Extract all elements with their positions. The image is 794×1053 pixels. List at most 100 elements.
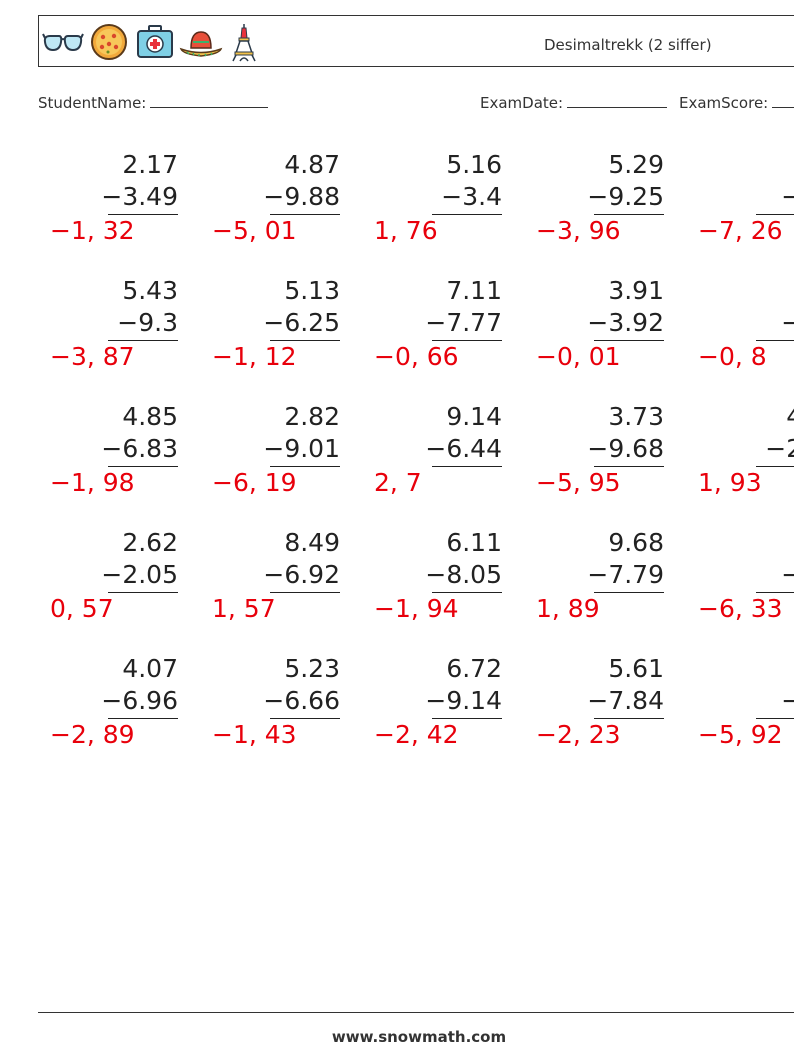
subtrahend: −6.66 xyxy=(263,686,340,715)
exam-date-label: ExamDate: xyxy=(480,94,564,112)
answer: −2, 89 xyxy=(50,720,135,749)
answer: −0, 01 xyxy=(536,342,621,371)
answer-rule xyxy=(270,466,340,467)
minuend: 7.11 xyxy=(446,276,502,305)
minuend: 6.72 xyxy=(446,654,502,683)
answer-rule xyxy=(756,340,794,341)
sombrero-icon xyxy=(179,31,223,57)
answer-rule xyxy=(270,340,340,341)
answer-rule xyxy=(108,340,178,341)
minuend: 5.43 xyxy=(122,276,178,305)
minuend: 5.13 xyxy=(284,276,340,305)
problem-23: 6.72 −9.14 −2, 42 xyxy=(352,654,502,764)
minuend: 8.49 xyxy=(284,528,340,557)
answer: −1, 43 xyxy=(212,720,297,749)
answer-rule xyxy=(756,592,794,593)
subtrahend: −6.96 xyxy=(101,686,178,715)
problem-1: 2.17 −3.49 −1, 32 xyxy=(28,150,178,260)
answer: −7, 26 xyxy=(698,216,783,245)
problem-3: 5.16 −3.4 1, 76 xyxy=(352,150,502,260)
answer-rule xyxy=(432,214,502,215)
subtrahend: −9.68 xyxy=(587,434,664,463)
subtrahend: −6.25 xyxy=(263,308,340,337)
minuend: 4.85 xyxy=(122,402,178,431)
answer-rule xyxy=(432,592,502,593)
pizza-icon xyxy=(91,24,127,60)
subtrahend: −9. xyxy=(781,182,794,211)
minuend: 2.17 xyxy=(122,150,178,179)
problem-22: 5.23 −6.66 −1, 43 xyxy=(190,654,340,764)
worksheet-title: Desimaltrekk (2 siffer) xyxy=(544,36,712,54)
problem-7: 5.13 −6.25 −1, 12 xyxy=(190,276,340,386)
minuend: 4.87 xyxy=(284,150,340,179)
problem-8: 7.11 −7.77 −0, 66 xyxy=(352,276,502,386)
problem-19: 9.68 −7.79 1, 89 xyxy=(514,528,664,638)
problem-2: 4.87 −9.88 −5, 01 xyxy=(190,150,340,260)
student-name-field: StudentName: xyxy=(38,93,269,112)
subtrahend: −6.92 xyxy=(263,560,340,589)
answer-rule xyxy=(594,718,664,719)
exam-date-blank xyxy=(567,93,668,108)
exam-score-blank xyxy=(772,93,794,108)
problem-14: 3.73 −9.68 −5, 95 xyxy=(514,402,664,512)
problem-5: 1.−9.−7, 26 xyxy=(676,150,794,260)
answer: −5, 95 xyxy=(536,468,621,497)
subtrahend: −8. xyxy=(781,560,794,589)
answer: −5, 01 xyxy=(212,216,297,245)
answer-rule xyxy=(594,214,664,215)
problem-17: 8.49 −6.92 1, 57 xyxy=(190,528,340,638)
answer: −0, 8 xyxy=(698,342,767,371)
answer-rule xyxy=(594,592,664,593)
worksheet-header: Desimaltrekk (2 siffer) xyxy=(38,15,794,67)
problem-15: 4.8 −2.91, 93 xyxy=(676,402,794,512)
minuend: 9.68 xyxy=(608,528,664,557)
minuend: 2.62 xyxy=(122,528,178,557)
problem-16: 2.62 −2.05 0, 57 xyxy=(28,528,178,638)
minuend: 5.16 xyxy=(446,150,502,179)
subtrahend: −6.83 xyxy=(101,434,178,463)
subtrahend: −7.77 xyxy=(425,308,502,337)
minuend: 4.8 xyxy=(786,402,794,432)
problem-21: 4.07 −6.96 −2, 89 xyxy=(28,654,178,764)
problem-24: 5.61 −7.84 −2, 23 xyxy=(514,654,664,764)
minuend: 2.82 xyxy=(284,402,340,431)
subtrahend: −9.88 xyxy=(263,182,340,211)
subtrahend: −3.4 xyxy=(441,182,502,211)
answer: 2, 7 xyxy=(374,468,422,497)
answer: 0, 57 xyxy=(50,594,114,623)
problem-9: 3.91 −3.92 −0, 01 xyxy=(514,276,664,386)
subtrahend: −3. xyxy=(781,308,794,337)
answer: −6, 33 xyxy=(698,594,783,623)
minuend: 9.14 xyxy=(446,402,502,431)
student-name-blank xyxy=(150,93,269,108)
answer: −1, 94 xyxy=(374,594,459,623)
student-name-label: StudentName: xyxy=(38,94,147,112)
answer-rule xyxy=(270,592,340,593)
answer-rule xyxy=(432,466,502,467)
answer-rule xyxy=(756,214,794,215)
answer: −3, 96 xyxy=(536,216,621,245)
exam-date-field: ExamDate: xyxy=(480,93,668,112)
footer-site: www.snowmath.com xyxy=(331,1028,507,1046)
answer-rule xyxy=(594,466,664,467)
minuend: 5.61 xyxy=(608,654,664,683)
answer: −2, 23 xyxy=(536,720,621,749)
answer: −6, 19 xyxy=(212,468,297,497)
minuend: 6.11 xyxy=(446,528,502,557)
subtrahend: −9.01 xyxy=(263,434,340,463)
subtrahend: −8. xyxy=(781,686,794,715)
problem-10: 2.−3.−0, 8 xyxy=(676,276,794,386)
answer-rule xyxy=(108,466,178,467)
subtrahend: −9.14 xyxy=(425,686,502,715)
answer-rule xyxy=(108,592,178,593)
subtrahend: −6.44 xyxy=(425,434,502,463)
problem-18: 6.11 −8.05 −1, 94 xyxy=(352,528,502,638)
answer-rule xyxy=(270,214,340,215)
answer: −1, 12 xyxy=(212,342,297,371)
minuend: 5.23 xyxy=(284,654,340,683)
problem-12: 2.82 −9.01 −6, 19 xyxy=(190,402,340,512)
minuend: 5.29 xyxy=(608,150,664,179)
answer: −5, 92 xyxy=(698,720,783,749)
answer: 1, 76 xyxy=(374,216,438,245)
exam-score-field: ExamScore: xyxy=(679,93,794,112)
